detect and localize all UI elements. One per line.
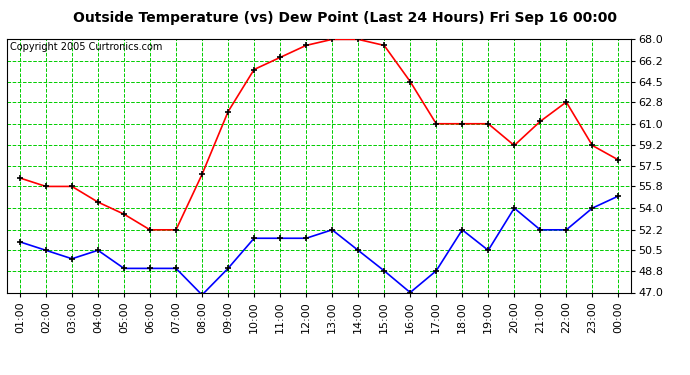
Text: Copyright 2005 Curtronics.com: Copyright 2005 Curtronics.com	[10, 42, 162, 52]
Text: Outside Temperature (vs) Dew Point (Last 24 Hours) Fri Sep 16 00:00: Outside Temperature (vs) Dew Point (Last…	[73, 11, 617, 25]
